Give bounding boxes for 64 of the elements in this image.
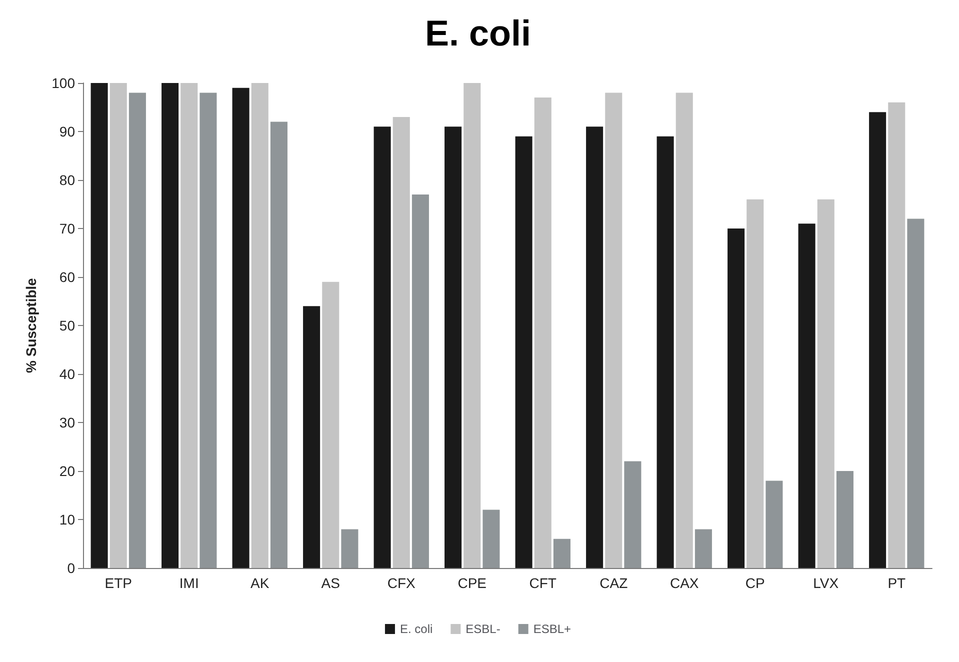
x-tick-label: CP — [745, 575, 765, 591]
y-tick-label: 70 — [59, 220, 76, 236]
bar — [515, 136, 532, 568]
bar — [412, 194, 429, 568]
bar — [232, 88, 250, 568]
bar — [746, 199, 764, 568]
x-tick-label: CFX — [387, 575, 416, 591]
bar — [676, 92, 693, 568]
bar — [534, 98, 552, 568]
bar — [200, 92, 217, 568]
x-tick-label: AS — [321, 575, 340, 591]
y-tick-label: 50 — [59, 318, 76, 334]
x-tick-label: CPE — [458, 575, 487, 591]
bar — [374, 126, 391, 568]
y-tick-label: 80 — [59, 172, 76, 188]
bar — [162, 83, 179, 568]
bar — [251, 83, 268, 568]
chart-title: E. coli — [424, 12, 532, 54]
y-tick-label: 30 — [59, 414, 76, 430]
bar — [907, 218, 924, 568]
bar — [270, 122, 288, 568]
y-tick-label: 0 — [67, 560, 76, 576]
bar — [482, 510, 500, 568]
x-tick-label: CAZ — [600, 575, 628, 591]
x-tick-label: LVX — [813, 575, 840, 591]
bar — [464, 83, 481, 568]
y-tick-label: 100 — [52, 75, 76, 91]
bar — [392, 116, 410, 568]
y-axis-title: % Susceptible — [23, 278, 39, 373]
bar — [444, 126, 462, 568]
bar — [624, 461, 642, 568]
bar — [586, 126, 604, 568]
bar — [798, 224, 816, 568]
legend-label: ESBL- — [466, 622, 500, 636]
x-tick-label: ETP — [104, 575, 132, 591]
y-tick-label: 20 — [59, 463, 76, 479]
y-tick-label: 60 — [59, 269, 76, 285]
x-tick-label: CFT — [529, 575, 557, 591]
x-tick-label: IMI — [179, 575, 199, 591]
x-tick-label: AK — [250, 575, 270, 591]
x-tick-label: CAX — [670, 575, 700, 591]
bar — [656, 136, 674, 568]
bar — [180, 83, 198, 568]
y-tick-label: 90 — [59, 124, 76, 140]
bar — [553, 538, 570, 568]
legend-label: E. coli — [400, 622, 433, 636]
bar — [605, 92, 622, 568]
bar — [728, 228, 745, 568]
bar — [341, 529, 358, 568]
bar — [303, 306, 320, 568]
bar — [110, 83, 127, 568]
legend-label: ESBL+ — [533, 622, 572, 636]
bar — [322, 282, 340, 568]
bar — [766, 480, 783, 568]
bar — [836, 471, 854, 568]
bar — [817, 199, 834, 568]
y-tick-label: 10 — [59, 512, 76, 528]
bar — [869, 112, 886, 568]
bar — [888, 102, 906, 568]
x-tick-label: PT — [888, 575, 906, 591]
y-tick-label: 40 — [59, 366, 76, 382]
bar — [90, 83, 108, 568]
bar — [694, 529, 712, 568]
bar — [128, 92, 146, 568]
